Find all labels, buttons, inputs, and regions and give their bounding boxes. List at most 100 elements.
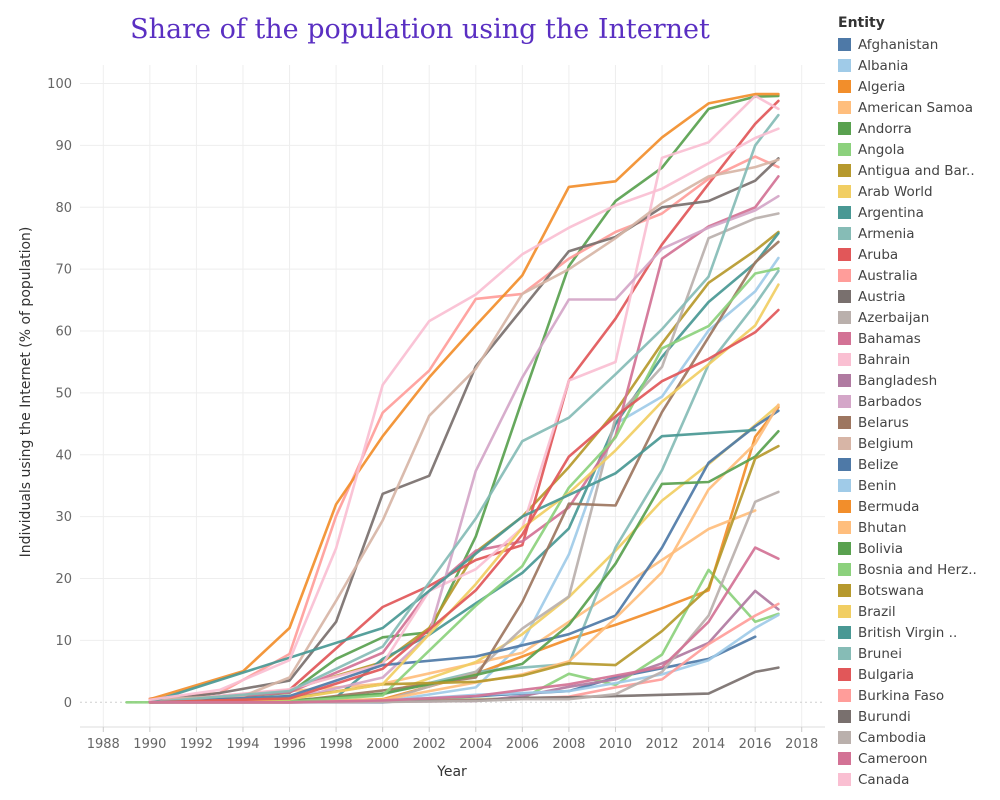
y-tick-label: 30 — [55, 510, 72, 525]
legend-swatch — [838, 668, 851, 681]
legend-item[interactable]: Andorra — [838, 118, 1000, 139]
legend[interactable]: Entity Afghanistan Albania Algeria American… — [838, 12, 1000, 790]
x-tick-label: 2008 — [552, 737, 585, 752]
series-line-canada: Canada — [148, 127, 780, 702]
series-line-austria: Austria — [148, 157, 780, 703]
y-tick-label: 90 — [55, 139, 72, 154]
legend-item[interactable]: Albania — [838, 55, 1000, 76]
legend-swatch — [838, 500, 851, 513]
legend-swatch — [838, 542, 851, 555]
legend-item[interactable]: Armenia — [838, 223, 1000, 244]
legend-label: British Virgin .. — [858, 624, 958, 641]
y-tick-label: 100 — [47, 77, 72, 92]
legend-swatch — [838, 332, 851, 345]
series-line-brazil: Brazil — [148, 283, 780, 704]
legend-item[interactable]: Antigua and Bar.. — [838, 160, 1000, 181]
legend-item[interactable]: Barbados — [838, 391, 1000, 412]
legend-item[interactable]: British Virgin .. — [838, 622, 1000, 643]
series-line-bahrain: Bahrain — [148, 94, 780, 704]
legend-swatch — [838, 311, 851, 324]
x-tick-label: 2012 — [645, 737, 678, 752]
legend-item[interactable]: Cambodia — [838, 727, 1000, 748]
legend-label: Burkina Faso — [858, 687, 945, 704]
legend-item[interactable]: Bahamas — [838, 328, 1000, 349]
legend-swatch — [838, 248, 851, 261]
legend-label: Cameroon — [858, 750, 928, 767]
legend-item[interactable]: Australia — [838, 265, 1000, 286]
legend-item[interactable]: Brazil — [838, 601, 1000, 622]
legend-swatch — [838, 395, 851, 408]
y-tick-label: 80 — [55, 201, 72, 216]
legend-label: Angola — [858, 141, 905, 158]
legend-item[interactable]: Austria — [838, 286, 1000, 307]
legend-swatch — [838, 101, 851, 114]
legend-item[interactable]: Canada — [838, 769, 1000, 790]
legend-swatch — [838, 689, 851, 702]
legend-swatch — [838, 584, 851, 597]
legend-item[interactable]: Cameroon — [838, 748, 1000, 769]
series-line-azerbaijan: Azerbaijan — [148, 212, 780, 704]
legend-item[interactable]: Bosnia and Herz.. — [838, 559, 1000, 580]
x-axis-title: Year — [436, 764, 467, 780]
legend-label: Armenia — [858, 225, 915, 242]
legend-label: Bahamas — [858, 330, 921, 347]
legend-swatch — [838, 374, 851, 387]
legend-item[interactable]: Argentina — [838, 202, 1000, 223]
legend-item[interactable]: Belize — [838, 454, 1000, 475]
legend-item[interactable]: Burundi — [838, 706, 1000, 727]
legend-swatch — [838, 479, 851, 492]
legend-swatch — [838, 290, 851, 303]
legend-item[interactable]: American Samoa — [838, 97, 1000, 118]
x-tick-label: 2006 — [506, 737, 539, 752]
legend-item[interactable]: Aruba — [838, 244, 1000, 265]
y-axis-title: Individuals using the Internet (% of pop… — [18, 227, 34, 558]
legend-item[interactable]: Algeria — [838, 76, 1000, 97]
y-tick-label: 70 — [55, 263, 72, 278]
legend-swatch — [838, 80, 851, 93]
legend-label: Bolivia — [858, 540, 904, 557]
legend-item[interactable]: Bhutan — [838, 517, 1000, 538]
legend-swatch — [838, 227, 851, 240]
legend-item[interactable]: Bahrain — [838, 349, 1000, 370]
legend-swatch — [838, 269, 851, 282]
legend-swatch — [838, 122, 851, 135]
legend-swatch — [838, 353, 851, 366]
legend-item[interactable]: Bulgaria — [838, 664, 1000, 685]
legend-label: Afghanistan — [858, 36, 939, 53]
series-line-belize: Belize — [148, 409, 780, 704]
legend-label: Azerbaijan — [858, 309, 930, 326]
legend-item[interactable]: Botswana — [838, 580, 1000, 601]
legend-item[interactable]: Angola — [838, 139, 1000, 160]
legend-item[interactable]: Afghanistan — [838, 34, 1000, 55]
series-line-bosnia-and-herzegovina: Bosnia and Herzegovina — [148, 267, 780, 704]
legend-label: Belize — [858, 456, 899, 473]
legend-label: Bermuda — [858, 498, 920, 515]
series-line-bulgaria: Bulgaria — [148, 308, 780, 704]
legend-swatch — [838, 38, 851, 51]
legend-item[interactable]: Bolivia — [838, 538, 1000, 559]
series-line-barbados: Barbados — [148, 194, 780, 704]
series-line-belarus: Belarus — [148, 240, 780, 704]
legend-item[interactable]: Belgium — [838, 433, 1000, 454]
legend-item[interactable]: Bermuda — [838, 496, 1000, 517]
x-axis-ticks: 1988 1990 1992 1994 1996 1998 2000 2002 2004 2006… — [80, 726, 825, 752]
legend-item[interactable]: Belarus — [838, 412, 1000, 433]
legend-item[interactable]: Burkina Faso — [838, 685, 1000, 706]
series-line-andorra: Andorra — [148, 94, 780, 704]
legend-item[interactable]: Arab World — [838, 181, 1000, 202]
y-tick-label: 50 — [55, 386, 72, 401]
legend-item[interactable]: Bangladesh — [838, 370, 1000, 391]
legend-item[interactable]: Benin — [838, 475, 1000, 496]
legend-item[interactable]: Azerbaijan — [838, 307, 1000, 328]
legend-label: Bangladesh — [858, 372, 938, 389]
legend-swatch — [838, 710, 851, 723]
legend-label: Belarus — [858, 414, 909, 431]
series-line-australia: Australia — [148, 155, 780, 700]
legend-item[interactable]: Brunei — [838, 643, 1000, 664]
legend-label: Antigua and Bar.. — [858, 162, 975, 179]
legend-label: Benin — [858, 477, 897, 494]
legend-swatch — [838, 605, 851, 618]
legend-swatch — [838, 206, 851, 219]
